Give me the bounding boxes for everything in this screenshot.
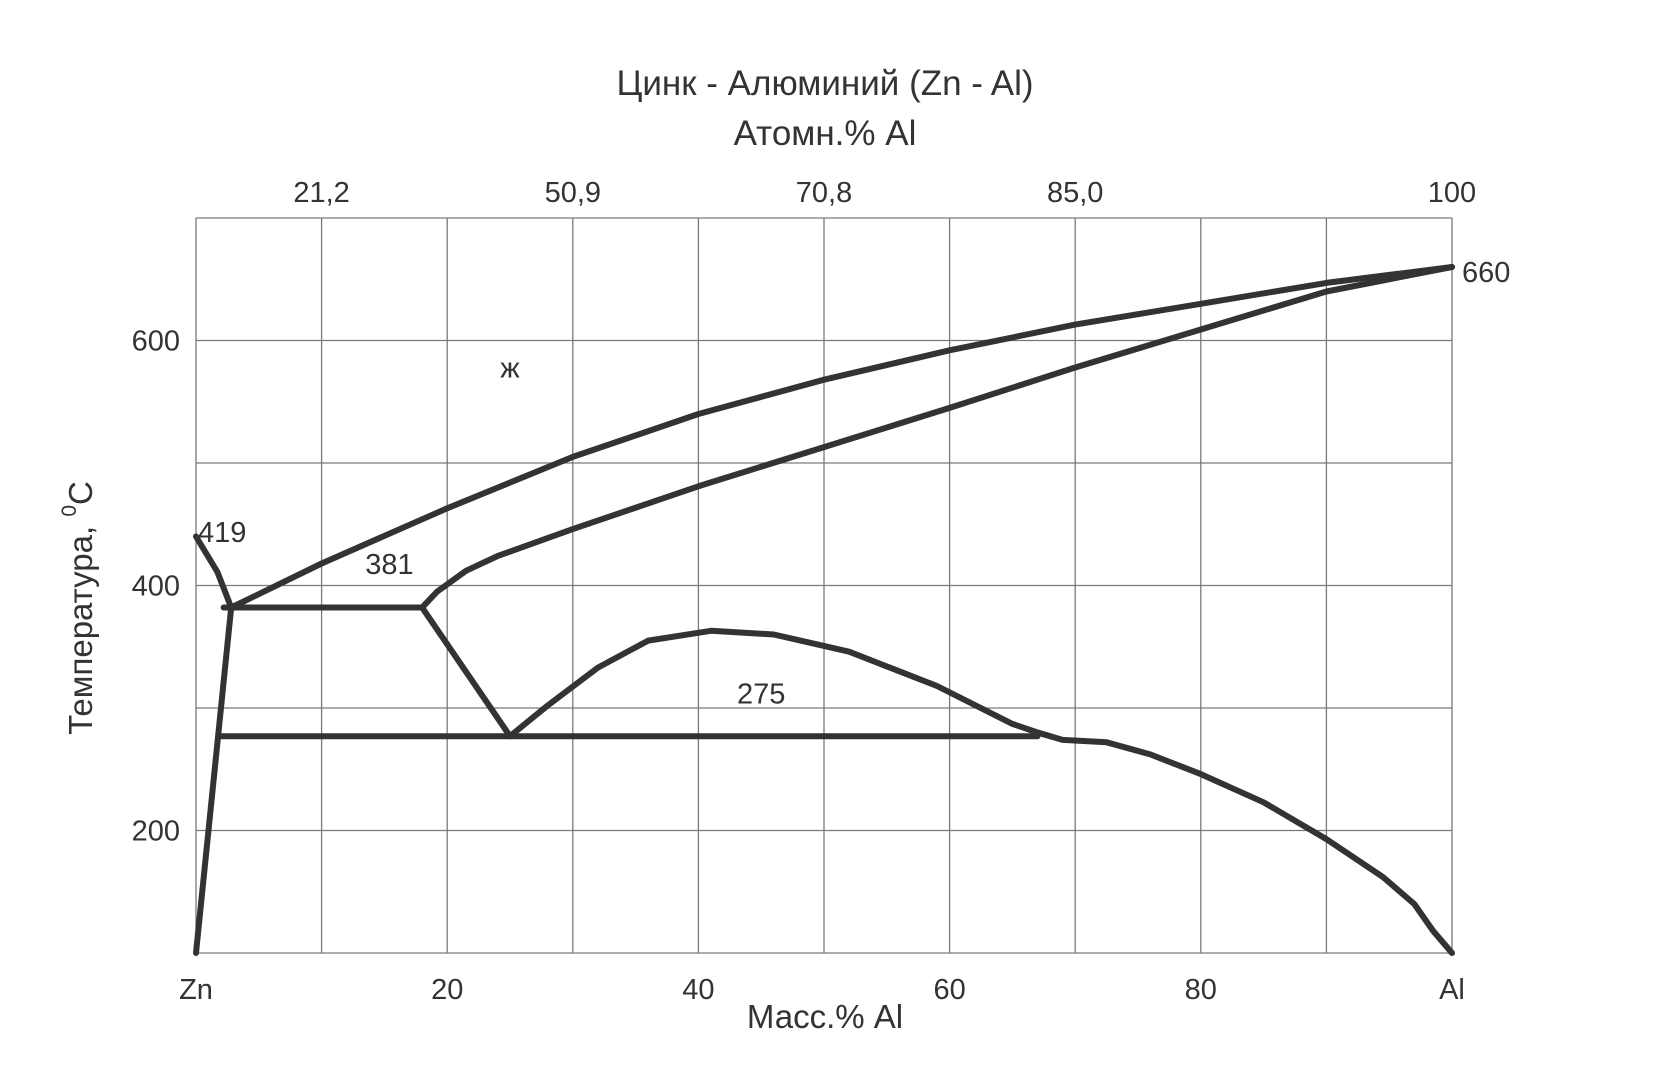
y-tick-label: 200: [132, 816, 180, 848]
x-tick-label: 20: [431, 974, 463, 1006]
top-tick-label: 50,9: [545, 177, 601, 209]
zn-liquidus-line: [193, 533, 235, 611]
y-axis-label-unit: C: [62, 481, 99, 505]
phase-boundaries: [193, 264, 1455, 956]
y-axis-label-superscript: 0: [58, 505, 81, 517]
y-tick-labels: 200 400 600: [132, 326, 180, 848]
top-tick-label: 85,0: [1047, 177, 1103, 209]
y-axis-label: Температура, 0C: [58, 481, 99, 735]
chart-title: Цинк - Алюминий (Zn - Al): [616, 64, 1033, 103]
y-axis-label-main: Температура,: [62, 517, 99, 735]
x-tick-label: Zn: [179, 974, 213, 1006]
x-tick-label: 80: [1185, 974, 1217, 1006]
top-tick-label: 100: [1428, 177, 1476, 209]
y-tick-label: 600: [132, 326, 180, 358]
top-tick-labels: 21,2 50,9 70,8 85,0 100: [293, 177, 1476, 209]
solidus-line: [419, 264, 1455, 611]
top-tick-label: 70,8: [796, 177, 852, 209]
annotation-label: 275: [737, 679, 785, 711]
top-tick-label: 21,2: [293, 177, 349, 209]
x-tick-label: 60: [933, 974, 965, 1006]
beta-boundary-line: [419, 604, 513, 740]
annotation-label: 419: [198, 517, 246, 549]
y-tick-label: 400: [132, 571, 180, 603]
top-axis-label: Атомн.% Al: [734, 114, 917, 153]
grid: [195, 217, 1453, 954]
annotation-label: ж: [500, 352, 520, 384]
miscibility-gap-line: [507, 627, 1054, 740]
x-tick-labels: Zn 20 40 60 80 Al: [179, 974, 1465, 1006]
annotations: 660 419 381 275 ж: [198, 257, 1510, 711]
x-tick-label: Al: [1439, 974, 1465, 1006]
annotation-label: 381: [365, 549, 413, 581]
annotation-label: 660: [1462, 257, 1510, 289]
x-tick-label: 40: [682, 974, 714, 1006]
x-axis-label: Масс.% Al: [747, 998, 903, 1035]
al-solvus-line: [1034, 729, 1455, 956]
zn-solvus-line: [193, 604, 235, 956]
liquidus-line: [228, 264, 1455, 611]
